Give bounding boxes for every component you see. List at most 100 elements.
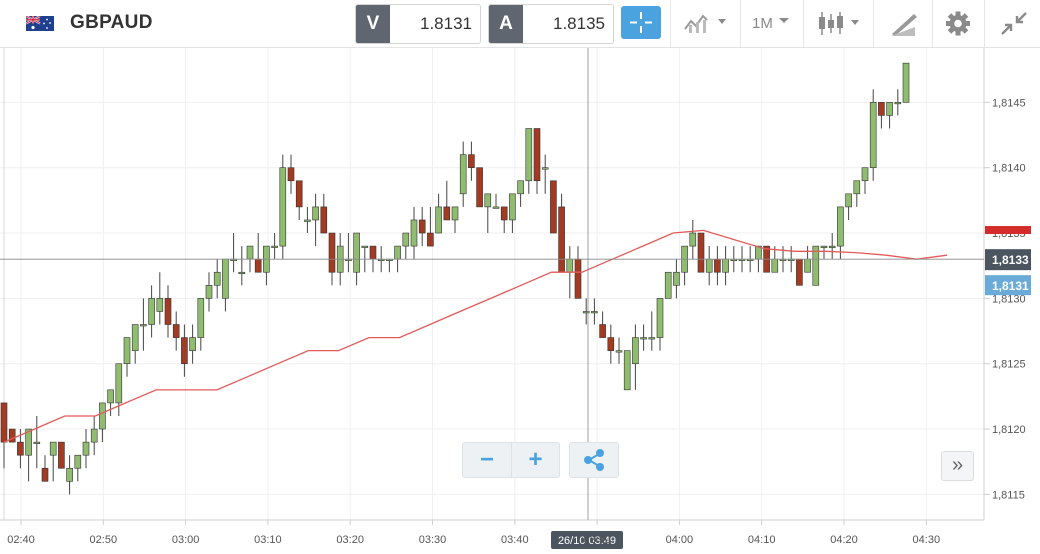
candle-body	[271, 245, 278, 248]
candle	[722, 246, 729, 286]
chart-toolbar: GBPAUD V 1.8131 A 1.8135 1M	[0, 0, 1040, 48]
candle	[541, 154, 549, 194]
toolbar-divider	[932, 0, 933, 47]
price-tick-label: 1,8125	[992, 359, 1026, 371]
candle	[140, 298, 147, 351]
candle	[205, 272, 213, 312]
price-tick-label: 1,8130	[992, 293, 1026, 305]
candle-body	[123, 337, 131, 365]
indicators-button[interactable]	[680, 0, 735, 47]
candle	[640, 324, 647, 351]
candle	[894, 89, 902, 116]
candle-body	[49, 441, 57, 456]
candle	[8, 428, 16, 443]
candle-body	[74, 454, 82, 469]
candle	[689, 219, 697, 260]
time-tick-label: 03:40	[501, 534, 529, 546]
candle	[427, 206, 434, 247]
candle	[189, 324, 196, 364]
candle-body	[845, 193, 852, 208]
candle-body	[148, 298, 155, 325]
candle-body	[238, 271, 246, 275]
candle	[878, 102, 885, 129]
candle-body	[156, 298, 164, 312]
current-price-label: 1,8133	[992, 253, 1029, 267]
candle-body	[804, 258, 811, 273]
settings-button[interactable]	[938, 0, 978, 47]
candle-body	[131, 324, 139, 351]
candle-body	[812, 245, 820, 286]
bid-price-tag	[985, 275, 1031, 296]
plus-icon: +	[528, 446, 543, 473]
candle	[697, 232, 705, 273]
draw-tools-button[interactable]	[882, 0, 927, 47]
candle	[164, 285, 172, 338]
sell-price-button[interactable]: V 1.8131	[355, 4, 481, 44]
crosshair-button[interactable]	[621, 6, 661, 39]
candle-body	[0, 402, 8, 443]
zoom-in-button[interactable]: +	[512, 443, 559, 477]
time-tick-label: 04:00	[666, 534, 694, 546]
candle	[123, 337, 131, 377]
time-tick-label: 04:20	[830, 534, 858, 546]
candle	[599, 311, 606, 338]
price-tick-label: 1,8145	[992, 97, 1026, 109]
candle	[197, 298, 205, 351]
candle-body	[164, 298, 172, 325]
candle	[263, 245, 270, 286]
candle	[673, 259, 680, 299]
scroll-to-latest-button[interactable]: »	[941, 451, 974, 481]
candle-body	[722, 258, 729, 273]
toolbar-divider	[984, 0, 985, 47]
candle-body	[615, 350, 623, 353]
candle	[459, 141, 467, 207]
candle-body	[435, 206, 442, 234]
buy-price: 1.8135	[553, 14, 605, 33]
candle-body	[623, 350, 631, 391]
candle	[402, 232, 410, 260]
timeframe-dropdown[interactable]: 1M	[748, 0, 798, 47]
buy-price-button[interactable]: A 1.8135	[488, 4, 614, 44]
candle-body	[591, 311, 598, 314]
candlestick-series	[0, 62, 910, 495]
candle-body	[115, 363, 123, 404]
candle	[451, 206, 459, 234]
candle	[796, 258, 803, 286]
share-button[interactable]	[569, 442, 619, 478]
candle	[107, 389, 114, 416]
candle	[386, 258, 393, 273]
candle	[484, 193, 492, 234]
price-chart[interactable]: 26/10 03:49 1,81151,81201,81251,81301,81…	[0, 48, 1040, 554]
candle-body	[878, 102, 885, 116]
candle	[82, 429, 90, 469]
time-tick-label: 03:50	[583, 534, 611, 546]
candle-body	[820, 245, 828, 248]
candle-body	[869, 102, 877, 168]
candle	[410, 206, 418, 260]
chart-type-dropdown[interactable]	[812, 0, 867, 47]
sell-tag: V	[356, 5, 390, 43]
candle-body	[468, 154, 475, 168]
bid-price-label: 1,8131	[992, 279, 1029, 293]
candle	[656, 298, 664, 351]
candle	[468, 141, 475, 181]
candle-body	[484, 193, 492, 208]
candle	[607, 324, 615, 364]
time-tick-label: 03:00	[172, 534, 200, 546]
candle	[861, 167, 869, 194]
candle	[435, 193, 442, 234]
candle-body	[181, 337, 188, 365]
candle-body	[443, 206, 451, 221]
crosshair-time-label: 26/10 03:49	[558, 535, 616, 547]
candle	[230, 233, 237, 273]
instrument-symbol[interactable]: GBPAUD	[70, 12, 153, 33]
candle-body	[492, 206, 500, 209]
candle	[591, 298, 598, 325]
candle-body	[189, 337, 196, 351]
candlestick-icon	[819, 12, 859, 35]
candle	[533, 128, 541, 194]
collapse-button[interactable]	[992, 0, 1036, 47]
zoom-out-button[interactable]: −	[463, 443, 512, 477]
candle-body	[328, 232, 336, 273]
candle-body	[82, 441, 90, 456]
